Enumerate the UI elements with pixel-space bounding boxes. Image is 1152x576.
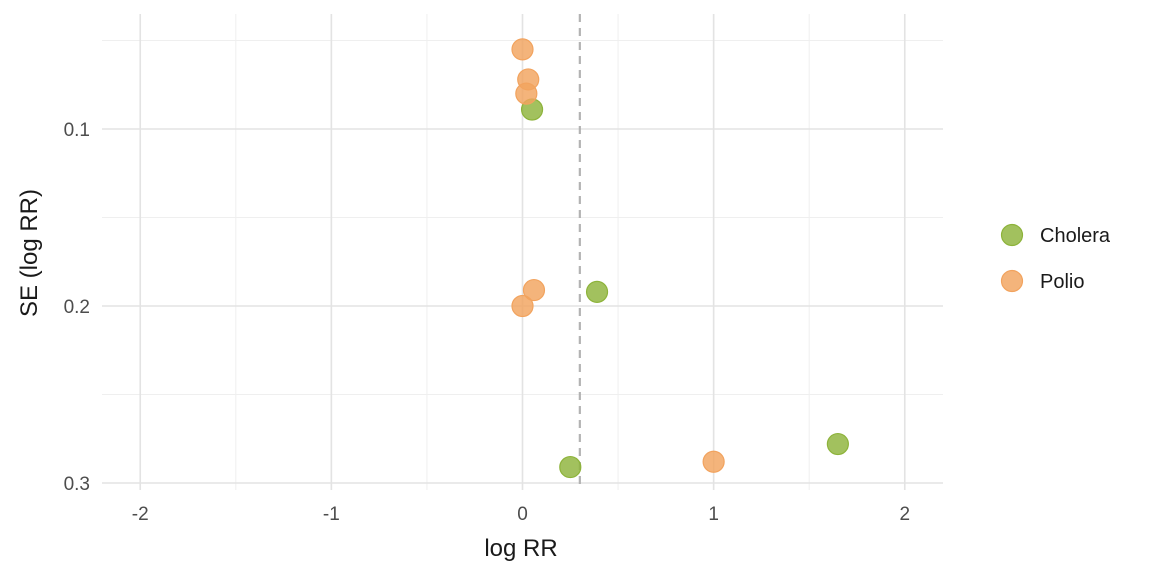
- y-tick-label: 0.2: [64, 297, 90, 318]
- x-tick-label: 0: [517, 504, 528, 525]
- polio-point: [522, 278, 546, 302]
- x-tick-label: -1: [323, 504, 340, 525]
- polio-point: [511, 294, 534, 318]
- legend-label-polio: Polio: [1040, 271, 1084, 293]
- legend: Cholera Polio: [1000, 223, 1111, 293]
- x-tick-label: 2: [899, 504, 910, 525]
- cholera-point: [585, 280, 609, 303]
- legend-swatch-cholera: [1000, 223, 1024, 247]
- cholera-point: [559, 455, 582, 479]
- y-axis-title: SE (log RR): [16, 189, 43, 317]
- data-points: [511, 38, 849, 479]
- polio-point: [515, 82, 538, 105]
- x-tick-label: -2: [132, 504, 149, 525]
- x-axis-title: log RR: [484, 535, 557, 562]
- polio-point: [511, 38, 534, 61]
- y-tick-labels: 0.1 0.2 0.3: [64, 120, 90, 495]
- x-tick-label: 1: [708, 504, 719, 525]
- y-tick-label: 0.1: [64, 120, 90, 141]
- legend-label-cholera: Cholera: [1040, 225, 1111, 247]
- polio-point: [702, 450, 725, 473]
- cholera-point: [826, 432, 849, 456]
- x-tick-labels: -2 -1 0 1 2: [132, 504, 910, 525]
- legend-swatch-polio: [1000, 269, 1024, 293]
- y-tick-label: 0.3: [64, 474, 90, 495]
